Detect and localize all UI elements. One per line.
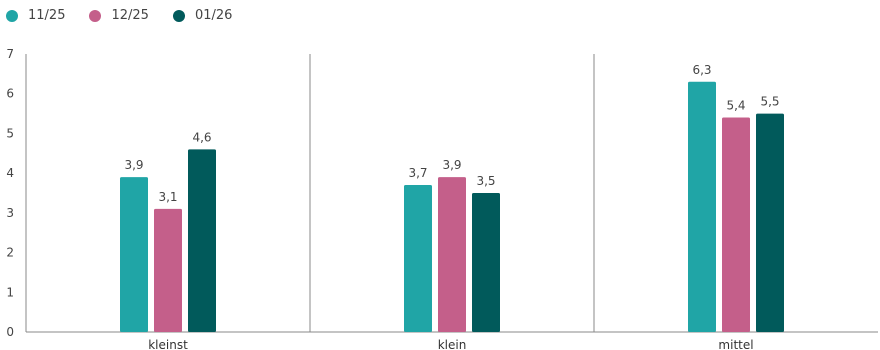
legend-marker bbox=[6, 9, 18, 22]
bar bbox=[154, 208, 182, 332]
legend-marker bbox=[172, 9, 185, 22]
legend: 11/25 12/25 01/26 bbox=[6, 8, 232, 23]
bar bbox=[756, 113, 784, 332]
data-label: 5,4 bbox=[726, 99, 745, 113]
bar bbox=[120, 177, 148, 332]
y-tick-label: 2 bbox=[6, 246, 14, 260]
data-label: 5,5 bbox=[760, 95, 779, 109]
data-label: 3,9 bbox=[442, 158, 461, 172]
y-tick-label: 6 bbox=[6, 87, 14, 101]
legend-label: 11/25 bbox=[28, 8, 66, 23]
x-category-label: mittel bbox=[718, 338, 753, 350]
y-tick-label: 0 bbox=[6, 325, 14, 339]
bar bbox=[472, 193, 500, 332]
bar bbox=[688, 81, 716, 332]
data-label: 6,3 bbox=[692, 63, 711, 77]
bar bbox=[722, 117, 750, 333]
legend-label: 12/25 bbox=[111, 8, 149, 23]
y-tick-label: 1 bbox=[6, 285, 14, 299]
legend-label: 01/26 bbox=[194, 8, 233, 23]
bar bbox=[404, 185, 432, 332]
x-category-label: klein bbox=[438, 338, 467, 350]
y-tick-label: 3 bbox=[6, 206, 14, 220]
data-label: 3,5 bbox=[476, 174, 495, 188]
bar bbox=[188, 149, 216, 332]
legend-item-01-26[interactable]: 01/26 bbox=[172, 8, 233, 23]
legend-marker bbox=[89, 9, 102, 22]
data-label: 4,6 bbox=[192, 130, 211, 144]
x-category-label: kleinst bbox=[148, 338, 188, 350]
legend-item-11-25[interactable]: 11/25 bbox=[6, 8, 65, 23]
y-tick-label: 7 bbox=[6, 47, 14, 61]
data-label: 3,7 bbox=[408, 166, 427, 180]
legend-item-12-25[interactable]: 12/25 bbox=[89, 8, 149, 23]
data-label: 3,1 bbox=[158, 190, 177, 204]
y-tick-label: 5 bbox=[6, 126, 14, 140]
bar bbox=[438, 177, 466, 332]
y-tick-label: 4 bbox=[6, 166, 14, 180]
data-label: 3,9 bbox=[124, 158, 143, 172]
